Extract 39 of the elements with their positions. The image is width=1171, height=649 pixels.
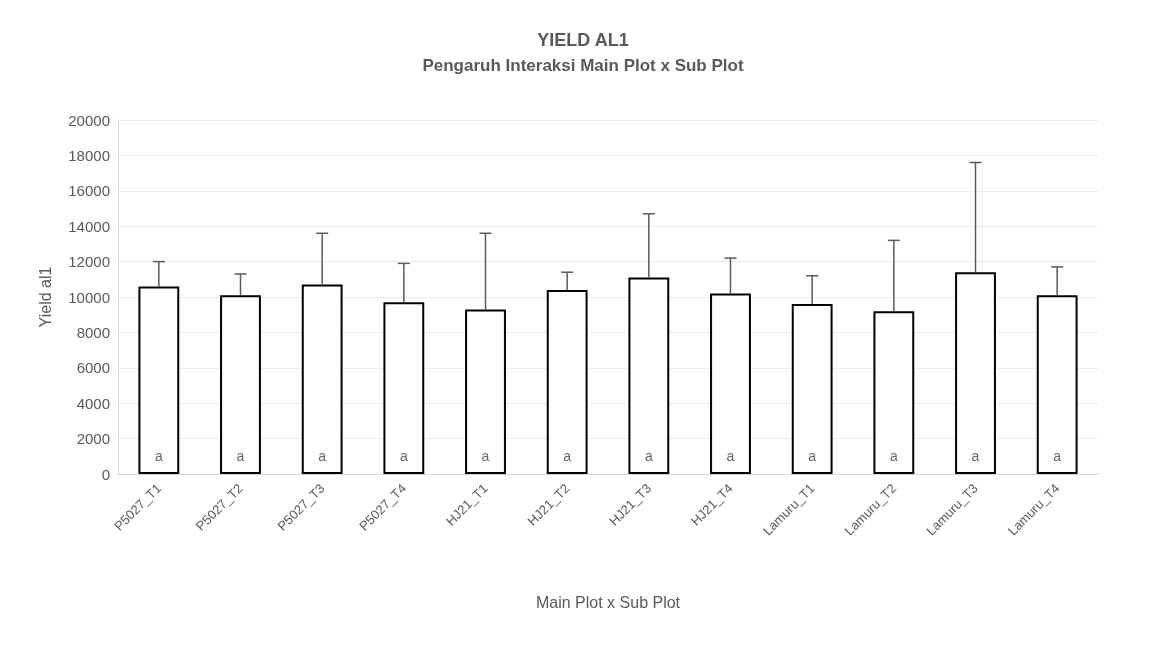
annotation: a (1053, 448, 1062, 465)
y-tick-label: 12000 (68, 253, 110, 271)
annotation: a (154, 448, 163, 465)
bar (628, 277, 670, 474)
y-tick-label: 14000 (68, 217, 110, 235)
bar (301, 284, 343, 474)
bar (465, 309, 506, 474)
bar (791, 304, 833, 474)
annotation: a (644, 448, 653, 465)
annotation: a (318, 448, 327, 465)
y-axis-title: Yield al1 (36, 266, 54, 328)
y-tick-label: 16000 (68, 182, 110, 200)
y-tick-label: 8000 (76, 323, 110, 341)
annotation: a (726, 448, 735, 465)
annotation: a (808, 448, 817, 465)
bar (710, 293, 751, 474)
bar (383, 302, 425, 474)
annotation: a (563, 448, 572, 465)
annotation: a (399, 448, 408, 465)
chart-subtitle: Pengaruh Interaksi Main Plot x Sub Plot (422, 56, 744, 75)
chart-title: YIELD AL1 (537, 30, 629, 50)
y-tick-label: 10000 (68, 288, 110, 306)
bar (1036, 295, 1078, 474)
bar (873, 311, 915, 474)
bar (546, 289, 588, 474)
annotation: a (889, 448, 898, 465)
y-tick-label: 2000 (76, 430, 110, 448)
y-tick-label: 20000 (68, 111, 110, 129)
y-tick-label: 0 (101, 465, 110, 483)
bar (138, 286, 180, 474)
bar (220, 295, 261, 474)
annotation: a (236, 448, 245, 465)
y-tick-label: 18000 (68, 146, 110, 164)
y-tick-label: 4000 (76, 394, 110, 412)
annotation: a (481, 448, 490, 465)
annotation: a (971, 448, 980, 465)
x-axis-title: Main Plot x Sub Plot (535, 593, 681, 611)
y-tick-label: 6000 (76, 359, 110, 377)
bar (955, 272, 996, 474)
